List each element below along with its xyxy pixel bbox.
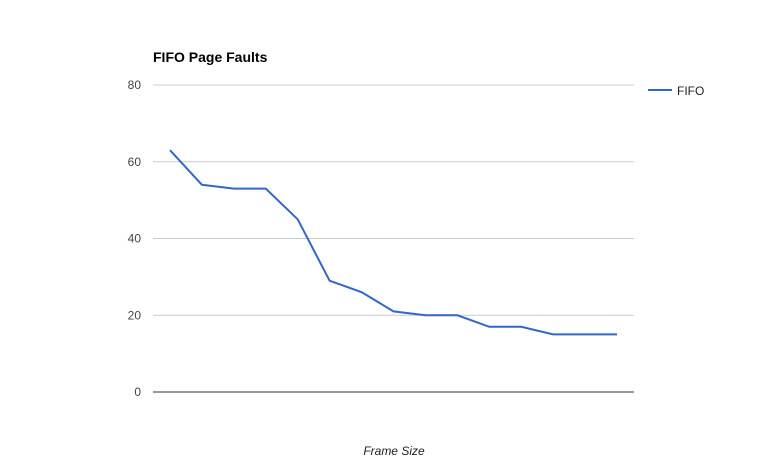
data-point[interactable] bbox=[360, 290, 364, 294]
data-point[interactable] bbox=[264, 187, 268, 191]
data-point[interactable] bbox=[615, 332, 619, 336]
data-point[interactable] bbox=[168, 148, 172, 152]
y-tick-label: 0 bbox=[134, 385, 141, 399]
legend[interactable]: FIFO bbox=[648, 84, 704, 98]
data-point[interactable] bbox=[232, 187, 236, 191]
data-point[interactable] bbox=[296, 217, 300, 221]
data-point[interactable] bbox=[328, 279, 332, 283]
data-point[interactable] bbox=[455, 313, 459, 317]
series-line-fifo bbox=[169, 149, 617, 336]
x-axis-label: Frame Size bbox=[363, 444, 425, 458]
data-point[interactable] bbox=[200, 183, 204, 187]
y-tick-label: 80 bbox=[128, 78, 142, 92]
legend-label-fifo: FIFO bbox=[677, 84, 704, 98]
y-tick-label: 60 bbox=[128, 155, 142, 169]
data-point[interactable] bbox=[392, 309, 396, 313]
y-tick-label: 20 bbox=[128, 308, 142, 322]
y-tick-labels: 0 20 40 60 80 bbox=[128, 78, 142, 399]
chart-title: FIFO Page Faults bbox=[153, 49, 268, 65]
series-points bbox=[168, 148, 619, 336]
gridlines bbox=[153, 84, 634, 316]
data-point[interactable] bbox=[551, 332, 555, 336]
data-point[interactable] bbox=[487, 325, 491, 329]
data-point[interactable] bbox=[583, 332, 587, 336]
data-point[interactable] bbox=[423, 313, 427, 317]
y-tick-label: 40 bbox=[128, 232, 142, 246]
data-point[interactable] bbox=[519, 325, 523, 329]
